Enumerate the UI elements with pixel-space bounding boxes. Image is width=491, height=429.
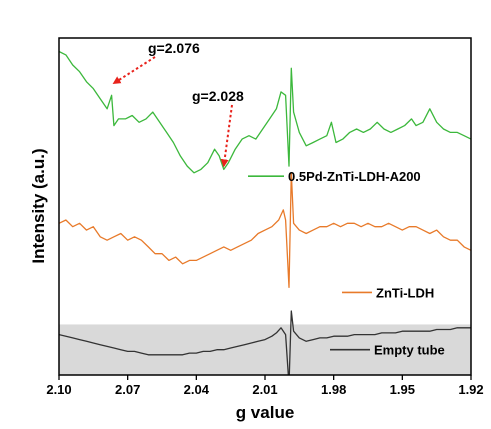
x-tick-label: 2.07	[115, 382, 140, 397]
series-line-1	[59, 172, 471, 289]
y-axis-title: Intensity (a.u.)	[29, 148, 48, 263]
legend-label-1: ZnTi-LDH	[376, 285, 434, 300]
series-line-2	[59, 310, 471, 375]
legend-label-2: Empty tube	[374, 343, 445, 358]
shaded-region	[59, 324, 471, 375]
x-tick-label: 1.98	[321, 382, 346, 397]
annotation-arrow-0	[112, 56, 156, 85]
annotation-label-1: g=2.028	[192, 88, 244, 104]
x-axis-title: g value	[236, 403, 295, 422]
legend-label-0: 0.5Pd-ZnTi-LDH-A200	[288, 169, 421, 184]
series-line-0	[59, 50, 471, 174]
x-tick-label: 1.92	[458, 382, 483, 397]
x-tick-label: 2.10	[46, 382, 71, 397]
annotation-arrow-1	[220, 104, 233, 168]
x-tick-label: 2.01	[252, 382, 277, 397]
annotation-label-0: g=2.076	[148, 40, 200, 56]
x-tick-label: 1.95	[390, 382, 415, 397]
x-tick-label: 2.04	[184, 382, 210, 397]
